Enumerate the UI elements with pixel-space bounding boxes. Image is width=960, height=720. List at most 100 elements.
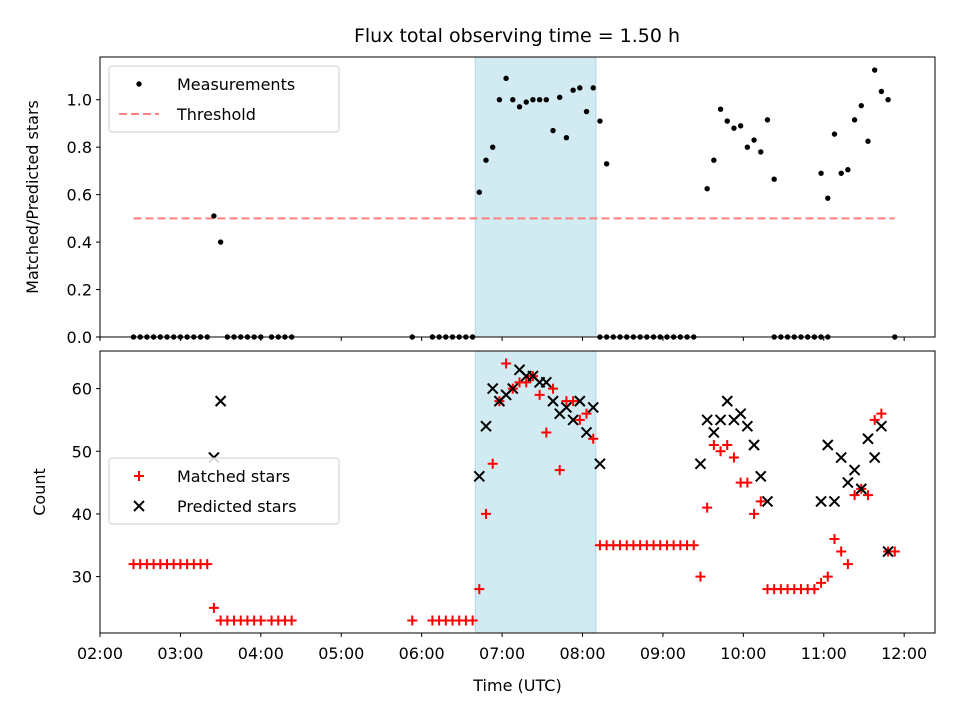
predicted-point (560, 401, 573, 414)
predicted-point (587, 401, 599, 414)
legend-marker-measurements (136, 81, 142, 87)
measurement-point (771, 176, 777, 182)
matched-point (474, 584, 485, 595)
legend-marker-matched (134, 471, 144, 481)
predicted-point (862, 433, 874, 445)
legend-marker-predicted (133, 500, 145, 512)
matched-point (755, 496, 766, 507)
matched-point (255, 615, 266, 626)
measurement-point (845, 167, 851, 173)
measurement-point (717, 106, 724, 112)
measurement-point (751, 137, 757, 143)
matched-point (286, 615, 297, 626)
shaded-observing-span (475, 351, 596, 633)
chart-title: Flux total observing time = 1.50 h (354, 25, 680, 47)
measurement-point (523, 99, 529, 105)
x-tick-label: 09:00 (640, 644, 686, 663)
measurement-point (744, 144, 751, 150)
predicted-point (214, 395, 227, 407)
x-tick-label: 05:00 (318, 644, 364, 663)
matched-point (836, 546, 847, 557)
measurement-point (711, 157, 717, 163)
matched-point (876, 408, 887, 419)
matched-point (487, 458, 498, 469)
top-panel-ratio: 0.0 0.2 0.4 0.6 0.8 1.0 Matched/Predicted star… (23, 56, 936, 347)
predicted-point (855, 483, 867, 495)
predicted-point (701, 414, 713, 426)
y-tick-label: 0.4 (67, 233, 92, 252)
x-axis-label: Time (UTC) (472, 676, 561, 695)
measurement-point (590, 85, 596, 91)
measurement-point (838, 170, 844, 176)
predicted-point (708, 426, 720, 439)
measurement-point (597, 118, 603, 124)
measurement-point (737, 123, 744, 129)
x-tick-label: 02:00 (77, 644, 123, 663)
predicted-point (848, 464, 861, 476)
x-tick-label: 03:00 (157, 644, 203, 663)
x-tick-label: 08:00 (559, 644, 605, 663)
matched-point (702, 502, 713, 513)
x-tick-label: 04:00 (238, 644, 284, 663)
matched-point (534, 389, 545, 400)
axes-frame (99, 56, 936, 338)
matched-point (728, 452, 739, 463)
x-tick-label: 10:00 (720, 644, 766, 663)
measurement-point (536, 97, 543, 103)
matched-point (467, 615, 478, 626)
measurement-point (577, 85, 583, 91)
measurement-point (476, 189, 483, 195)
measurement-point (483, 157, 489, 163)
measurement-point (831, 131, 838, 137)
matched-point (849, 490, 860, 501)
measurement-point (818, 170, 824, 176)
measurement-point (583, 108, 590, 115)
y-tick-label: 0.2 (67, 281, 92, 300)
measurement-point (731, 125, 737, 131)
y-axis-label: Matched/Predicted stars (23, 100, 42, 294)
predicted-point (755, 470, 767, 483)
predicted-point (868, 451, 881, 464)
measurement-point (543, 97, 550, 103)
y-tick-label: 0.8 (67, 138, 92, 157)
y-tick-label: 1.0 (67, 91, 92, 110)
matched-point (208, 602, 219, 613)
predicted-point (694, 458, 707, 470)
predicted-point (507, 382, 519, 395)
predicted-point (741, 420, 754, 432)
matched-point (695, 571, 706, 582)
matched-point (501, 358, 512, 369)
measurement-point (503, 75, 509, 82)
y-tick-label: 30 (72, 568, 92, 587)
matched-point (202, 559, 213, 570)
measurement-point (858, 102, 864, 109)
legend-label: Matched stars (177, 467, 290, 486)
measurement-point (550, 127, 556, 134)
measurement-point (825, 195, 831, 201)
measurement-point (530, 97, 536, 103)
series-matched-stars (128, 358, 900, 626)
predicted-point (486, 382, 499, 395)
measurement-point (724, 118, 730, 124)
measurement-point (704, 185, 710, 192)
predicted-point (842, 476, 854, 489)
matched-point (588, 433, 599, 444)
measurement-point (885, 97, 891, 103)
y-tick-label: 40 (72, 505, 92, 524)
predicted-point (540, 376, 553, 389)
axes-frame (99, 350, 936, 634)
measurement-point (865, 138, 871, 144)
matched-point (581, 408, 592, 419)
predicted-point (714, 414, 727, 426)
matched-point (574, 414, 585, 425)
predicted-point (761, 495, 774, 508)
matched-point (708, 440, 719, 450)
measurement-point (496, 97, 503, 103)
predicted-point (734, 407, 747, 420)
matched-point (554, 465, 565, 476)
matched-point (869, 414, 880, 425)
x-tick-label: 07:00 (479, 644, 525, 663)
matched-point (816, 577, 827, 588)
measurement-point (557, 94, 563, 101)
